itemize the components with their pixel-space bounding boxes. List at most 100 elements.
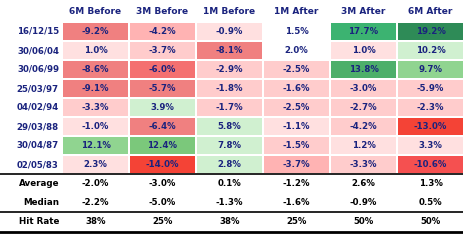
Text: 25%: 25%: [286, 218, 306, 227]
Bar: [63, 156, 128, 173]
Text: 1M Before: 1M Before: [203, 7, 255, 16]
Text: 2.6%: 2.6%: [351, 179, 375, 188]
Text: -8.6%: -8.6%: [81, 65, 109, 74]
Text: 38%: 38%: [219, 218, 239, 227]
Text: 2.8%: 2.8%: [217, 160, 241, 169]
Bar: [130, 23, 194, 40]
Text: -5.9%: -5.9%: [416, 84, 443, 93]
Text: Hit Rate: Hit Rate: [19, 218, 59, 227]
Text: 5.8%: 5.8%: [217, 122, 241, 131]
Text: 3M After: 3M After: [341, 7, 385, 16]
Bar: [263, 118, 328, 135]
Text: 29/03/88: 29/03/88: [17, 122, 59, 131]
Text: 3.9%: 3.9%: [150, 103, 174, 112]
Text: 02/05/83: 02/05/83: [17, 160, 59, 169]
Text: -3.3%: -3.3%: [349, 160, 376, 169]
Text: Median: Median: [23, 198, 59, 207]
Bar: [263, 137, 328, 154]
Bar: [63, 42, 128, 59]
Bar: [330, 42, 395, 59]
Text: 1.3%: 1.3%: [418, 179, 442, 188]
Text: -2.9%: -2.9%: [215, 65, 243, 74]
Bar: [63, 23, 128, 40]
Text: -2.3%: -2.3%: [416, 103, 443, 112]
Bar: [263, 42, 328, 59]
Text: 1.2%: 1.2%: [351, 141, 375, 150]
Text: -2.0%: -2.0%: [81, 179, 109, 188]
Bar: [397, 137, 462, 154]
Text: -0.9%: -0.9%: [215, 27, 243, 36]
Text: 16/12/15: 16/12/15: [17, 27, 59, 36]
Bar: [397, 42, 462, 59]
Text: -10.6%: -10.6%: [413, 160, 446, 169]
Text: 2.0%: 2.0%: [284, 46, 308, 55]
Text: 2.3%: 2.3%: [83, 160, 107, 169]
Text: 13.8%: 13.8%: [348, 65, 378, 74]
Text: -3.3%: -3.3%: [81, 103, 109, 112]
Text: -1.5%: -1.5%: [282, 141, 310, 150]
Bar: [330, 118, 395, 135]
Text: 50%: 50%: [353, 218, 373, 227]
Bar: [263, 99, 328, 116]
Bar: [63, 61, 128, 78]
Text: 30/06/99: 30/06/99: [17, 65, 59, 74]
Text: 25%: 25%: [152, 218, 172, 227]
Text: -2.5%: -2.5%: [282, 103, 310, 112]
Text: -9.2%: -9.2%: [81, 27, 109, 36]
Bar: [330, 99, 395, 116]
Text: Average: Average: [19, 179, 59, 188]
Text: -8.1%: -8.1%: [215, 46, 243, 55]
Bar: [197, 61, 262, 78]
Bar: [330, 23, 395, 40]
Bar: [397, 118, 462, 135]
Text: 9.7%: 9.7%: [418, 65, 442, 74]
Bar: [397, 61, 462, 78]
Text: 6M After: 6M After: [407, 7, 452, 16]
Text: -3.0%: -3.0%: [149, 179, 176, 188]
Text: -2.5%: -2.5%: [282, 65, 310, 74]
Bar: [63, 80, 128, 97]
Text: -4.2%: -4.2%: [349, 122, 376, 131]
Bar: [130, 137, 194, 154]
Text: 50%: 50%: [419, 218, 440, 227]
Bar: [397, 80, 462, 97]
Bar: [130, 42, 194, 59]
Bar: [397, 23, 462, 40]
Bar: [197, 99, 262, 116]
Text: -1.1%: -1.1%: [282, 122, 310, 131]
Text: 12.4%: 12.4%: [147, 141, 177, 150]
Text: -2.7%: -2.7%: [349, 103, 376, 112]
Bar: [263, 61, 328, 78]
Text: -3.0%: -3.0%: [349, 84, 376, 93]
Text: 12.1%: 12.1%: [81, 141, 110, 150]
Bar: [330, 80, 395, 97]
Text: -1.6%: -1.6%: [282, 84, 310, 93]
Bar: [197, 23, 262, 40]
Bar: [197, 137, 262, 154]
Text: 1.0%: 1.0%: [351, 46, 375, 55]
Bar: [130, 156, 194, 173]
Text: 1.0%: 1.0%: [83, 46, 107, 55]
Text: -1.0%: -1.0%: [81, 122, 109, 131]
Text: -1.3%: -1.3%: [215, 198, 243, 207]
Bar: [263, 156, 328, 173]
Bar: [397, 99, 462, 116]
Text: 6M Before: 6M Before: [69, 7, 121, 16]
Bar: [263, 80, 328, 97]
Bar: [130, 80, 194, 97]
Text: -5.7%: -5.7%: [149, 84, 176, 93]
Text: 04/02/94: 04/02/94: [17, 103, 59, 112]
Text: -4.2%: -4.2%: [148, 27, 176, 36]
Bar: [197, 80, 262, 97]
Text: 10.2%: 10.2%: [415, 46, 444, 55]
Bar: [330, 137, 395, 154]
Text: -9.1%: -9.1%: [81, 84, 109, 93]
Bar: [63, 99, 128, 116]
Text: 1.5%: 1.5%: [284, 27, 308, 36]
Bar: [197, 42, 262, 59]
Text: -1.6%: -1.6%: [282, 198, 310, 207]
Bar: [63, 137, 128, 154]
Bar: [130, 118, 194, 135]
Text: 1M After: 1M After: [274, 7, 318, 16]
Text: -0.9%: -0.9%: [349, 198, 376, 207]
